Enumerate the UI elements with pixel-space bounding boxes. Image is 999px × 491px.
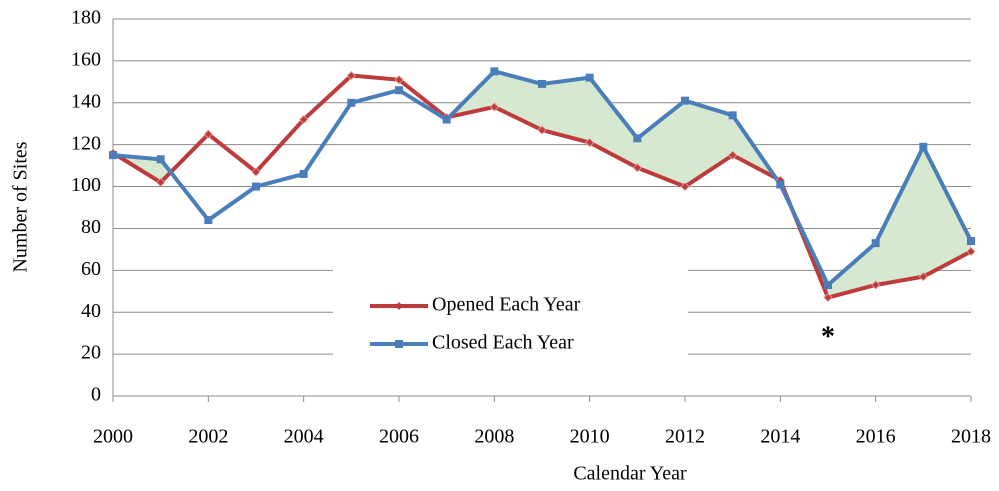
marker bbox=[823, 292, 833, 303]
marker bbox=[346, 70, 356, 81]
marker bbox=[109, 151, 117, 160]
marker bbox=[538, 79, 546, 88]
marker bbox=[680, 181, 690, 192]
marker bbox=[394, 75, 404, 85]
marker bbox=[299, 169, 308, 178]
marker bbox=[632, 163, 642, 173]
legend-marker bbox=[395, 302, 403, 310]
marker bbox=[966, 246, 976, 257]
x-tick-label: 2010 bbox=[570, 426, 610, 448]
annotation: * bbox=[821, 321, 835, 352]
legend-label: Closed Each Year bbox=[432, 332, 574, 354]
marker bbox=[585, 138, 595, 148]
y-tick-label: 80 bbox=[81, 216, 101, 238]
legend-label: Opened Each Year bbox=[432, 294, 581, 316]
y-tick-label: 120 bbox=[71, 132, 101, 154]
marker bbox=[681, 96, 689, 105]
marker bbox=[537, 125, 547, 135]
x-axis-label: Calendar Year bbox=[573, 463, 687, 485]
marker bbox=[489, 102, 499, 112]
marker bbox=[633, 134, 642, 143]
marker bbox=[252, 182, 260, 191]
y-tick-label: 40 bbox=[81, 300, 101, 322]
y-tick-label: 180 bbox=[71, 7, 101, 29]
x-tick-label: 2004 bbox=[284, 426, 324, 448]
x-tick-label: 2014 bbox=[760, 426, 800, 448]
x-tick-label: 2008 bbox=[474, 426, 514, 448]
y-tick-label: 0 bbox=[91, 384, 101, 406]
marker bbox=[203, 129, 213, 139]
marker bbox=[871, 239, 880, 248]
y-tick-label: 20 bbox=[81, 342, 101, 364]
legend-marker bbox=[395, 340, 403, 348]
marker bbox=[156, 177, 166, 187]
marker bbox=[395, 86, 403, 95]
marker bbox=[919, 142, 928, 151]
y-tick-label: 100 bbox=[71, 174, 101, 196]
marker bbox=[442, 115, 451, 124]
marker bbox=[490, 67, 499, 76]
marker bbox=[251, 167, 261, 177]
x-tick-label: 2000 bbox=[93, 426, 133, 448]
y-tick-label: 60 bbox=[81, 258, 101, 280]
marker bbox=[918, 272, 928, 282]
x-tick-label: 2006 bbox=[379, 426, 419, 448]
marker bbox=[824, 280, 832, 289]
marker bbox=[728, 111, 737, 120]
x-tick-label: 2018 bbox=[951, 426, 991, 448]
y-tick-label: 140 bbox=[71, 90, 101, 112]
legend-box bbox=[333, 268, 688, 372]
x-tick-label: 2002 bbox=[188, 426, 228, 448]
x-tick-label: 2016 bbox=[856, 426, 896, 448]
x-tick-label: 2012 bbox=[665, 426, 705, 448]
marker bbox=[728, 150, 738, 160]
marker bbox=[347, 98, 356, 107]
y-axis-label: Number of Sites bbox=[10, 141, 32, 272]
marker bbox=[967, 237, 975, 246]
marker bbox=[585, 73, 594, 82]
marker bbox=[204, 216, 213, 225]
marker bbox=[156, 155, 165, 164]
y-tick-label: 160 bbox=[71, 48, 101, 70]
marker bbox=[776, 180, 785, 189]
marker bbox=[871, 280, 881, 290]
marker bbox=[299, 114, 309, 125]
